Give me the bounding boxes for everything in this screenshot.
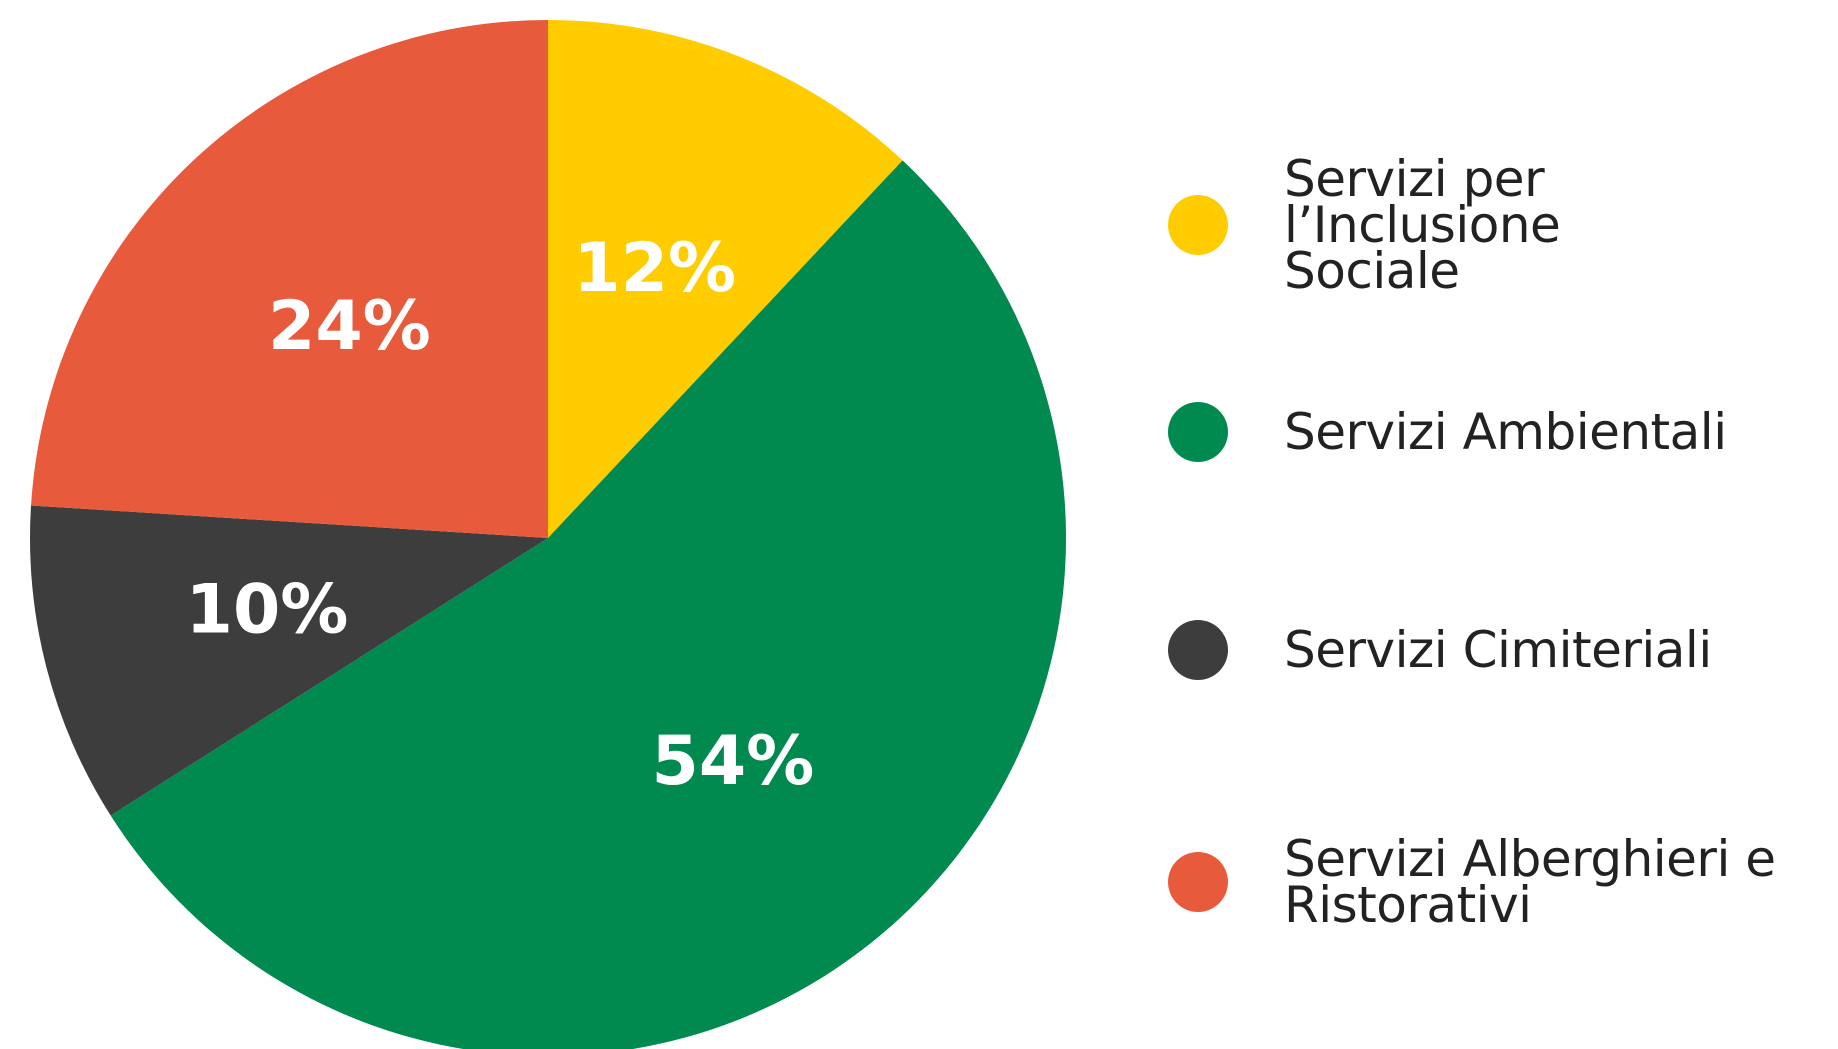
pie-slice-1: [110, 160, 1066, 1049]
legend-swatch: [1168, 620, 1228, 680]
pie-slice-label-0: 12%: [573, 229, 736, 308]
pie-slice-label-2: 10%: [186, 571, 349, 650]
pie-slice-2: [30, 505, 549, 816]
legend-swatch: [1168, 852, 1228, 912]
pie-slice-0: [548, 20, 903, 538]
pie-slice-label-1: 54%: [652, 722, 815, 801]
legend-label: Servizi Cimiteriali: [1284, 621, 1712, 679]
legend-item-inclusione-sociale: Servizi per l’Inclusione Sociale: [1168, 150, 1828, 300]
pie-chart: 12% 54% 10% 24%: [30, 20, 1066, 1049]
pie-slice-label-3: 24%: [268, 287, 431, 366]
legend-swatch: [1168, 402, 1228, 462]
legend-item-ambientali: Servizi Ambientali: [1168, 402, 1727, 462]
legend-label: Servizi Ambientali: [1284, 403, 1727, 461]
legend-item-alberghieri-ristorativi: Servizi Alberghieri e Ristorativi: [1168, 830, 1776, 934]
pie-slices: [30, 20, 1066, 1049]
legend: Servizi per l’Inclusione Sociale Servizi…: [1168, 0, 1828, 1049]
pie-slice-labels: 12% 54% 10% 24%: [186, 229, 815, 801]
legend-label: Servizi Alberghieri e Ristorativi: [1284, 830, 1776, 934]
legend-item-cimiteriali: Servizi Cimiteriali: [1168, 620, 1712, 680]
pie-slice-3: [31, 20, 548, 538]
legend-label: Servizi per l’Inclusione Sociale: [1284, 150, 1561, 300]
legend-swatch: [1168, 195, 1228, 255]
